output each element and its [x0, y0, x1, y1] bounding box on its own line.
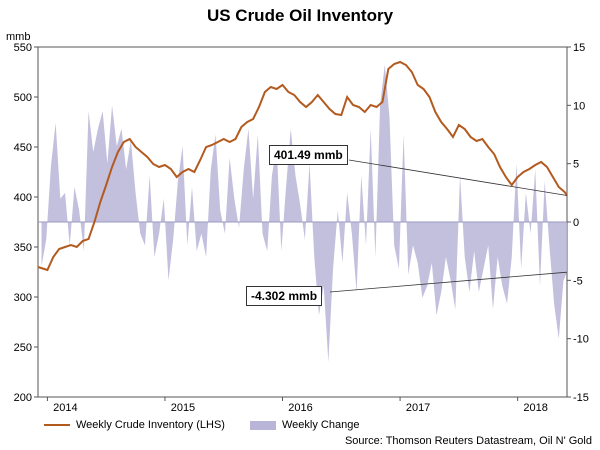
- left-axis-tick-label: 400: [14, 192, 32, 204]
- x-axis-tick-label: 2017: [406, 402, 430, 414]
- left-axis-tick-label: 350: [14, 242, 32, 254]
- inventory-callout-leader: [348, 159, 568, 196]
- right-axis-tick-label: -15: [573, 392, 589, 404]
- left-axis-label: mmb: [6, 31, 30, 43]
- change-callout: -4.302 mmb: [246, 286, 323, 306]
- left-axis-tick-label: 200: [14, 392, 32, 404]
- weekly-change-area: [41, 64, 567, 362]
- left-axis-tick-label: 300: [14, 292, 32, 304]
- inventory-line-swatch: [44, 424, 70, 427]
- right-axis-tick-label: -10: [573, 334, 589, 346]
- x-axis-tick-label: 2015: [171, 402, 195, 414]
- left-axis-tick-label: 550: [14, 42, 32, 54]
- legend-change-label: Weekly Change: [282, 419, 360, 431]
- source-note: Source: Thomson Reuters Datastream, Oil …: [344, 435, 592, 447]
- inventory-callout: 401.49 mmb: [269, 145, 348, 165]
- x-axis-tick-label: 2014: [53, 402, 77, 414]
- change-callout-leader: [329, 271, 568, 293]
- left-axis-tick-label: 250: [14, 342, 32, 354]
- right-axis-tick-label: 5: [573, 159, 579, 171]
- x-axis-tick-label: 2018: [523, 402, 547, 414]
- x-axis-tick-label: 2016: [288, 402, 312, 414]
- right-axis-tick-label: -5: [573, 275, 583, 287]
- right-axis-tick-label: 15: [573, 42, 585, 54]
- right-axis-tick-label: 10: [573, 100, 585, 112]
- legend-change: Weekly Change: [250, 419, 359, 431]
- right-axis-tick-label: 0: [573, 217, 579, 229]
- inventory-line: [37, 60, 568, 272]
- left-axis-tick-label: 500: [14, 92, 32, 104]
- change-area-swatch: [250, 420, 276, 430]
- left-axis-tick-label: 450: [14, 142, 32, 154]
- legend-inventory: Weekly Crude Inventory (LHS): [44, 419, 225, 431]
- legend-inventory-label: Weekly Crude Inventory (LHS): [76, 419, 225, 431]
- chart-title: US Crude Oil Inventory: [206, 6, 394, 25]
